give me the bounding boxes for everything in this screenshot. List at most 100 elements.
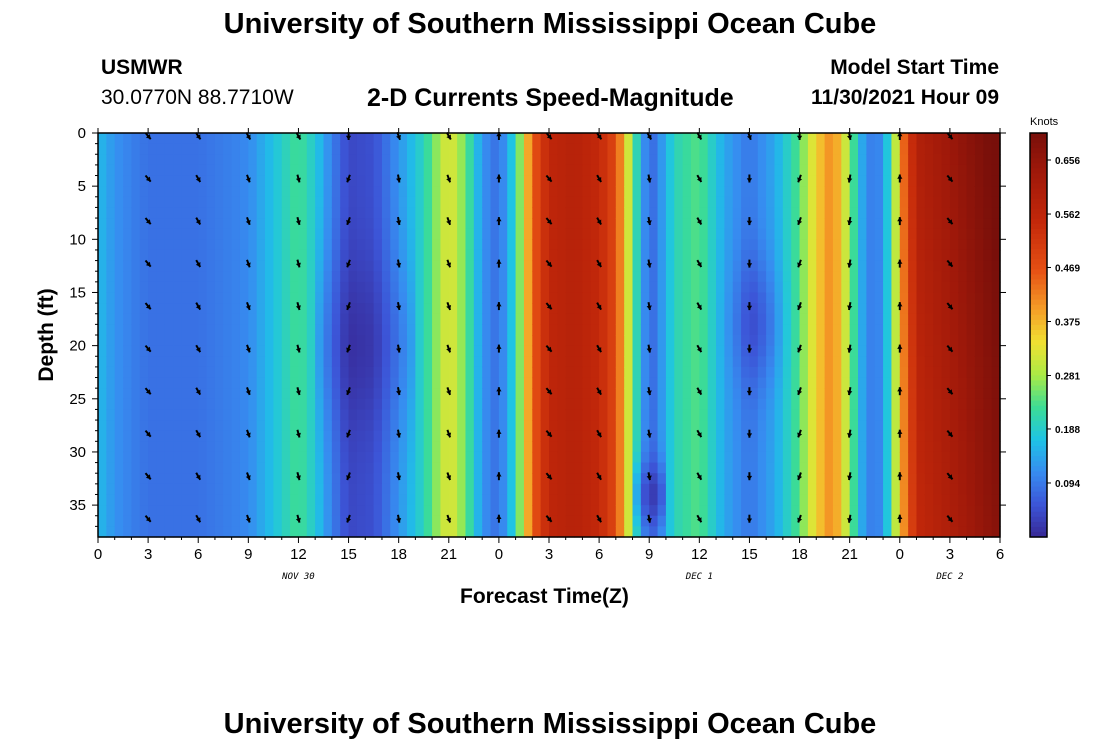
heat-cell [523, 473, 533, 485]
heat-cell [682, 218, 692, 230]
heat-cell [966, 207, 976, 219]
heat-cell [348, 462, 358, 474]
heat-cell [816, 462, 826, 474]
heat-cell [432, 218, 442, 230]
arrow-head [696, 347, 702, 353]
heat-cell [223, 462, 233, 474]
heat-cell [365, 324, 375, 336]
heat-cell [490, 526, 500, 538]
heat-cell [498, 292, 508, 304]
heat-cell [465, 207, 475, 219]
heat-cell [665, 271, 675, 283]
heat-cell [849, 473, 859, 485]
heat-cell [523, 420, 533, 432]
heat-cell [181, 335, 191, 347]
heat-cell [724, 462, 734, 474]
heat-cell [306, 398, 316, 411]
heat-cell [665, 239, 675, 251]
heat-cell [331, 228, 341, 240]
heat-cell [866, 133, 876, 145]
heat-cell [164, 260, 174, 272]
heat-cell [173, 377, 183, 389]
arrow-head [696, 304, 702, 310]
colorbar-tick-label: 0.094 [1055, 479, 1080, 490]
heat-cell [348, 164, 358, 177]
heat-cell [632, 462, 642, 474]
heat-cell [365, 430, 375, 442]
heat-cell [482, 345, 492, 357]
heat-cell [465, 494, 475, 506]
heat-cell [557, 366, 567, 379]
heat-cell [991, 462, 1001, 474]
heat-cell [991, 441, 1001, 453]
heat-cell [674, 345, 684, 357]
heat-cell [983, 451, 993, 464]
heat-cell [239, 324, 249, 336]
heat-cell [164, 143, 174, 155]
heat-cell [615, 430, 625, 442]
heat-cell [273, 505, 283, 517]
heat-cell [415, 366, 425, 379]
heat-cell [356, 239, 366, 251]
heat-cell [757, 505, 767, 517]
heat-cell [465, 473, 475, 485]
heat-cell [381, 281, 391, 294]
heat-cell [958, 494, 968, 506]
heat-cell [590, 143, 600, 155]
heat-cell [983, 494, 993, 506]
heat-cell [306, 420, 316, 432]
heat-cell [707, 441, 717, 453]
heat-cell [273, 281, 283, 294]
heat-cell [766, 260, 776, 272]
heat-cell [482, 260, 492, 272]
heat-cell [891, 249, 901, 262]
heat-cell [549, 228, 558, 240]
heat-cell [465, 377, 475, 389]
heat-cell [858, 303, 867, 315]
heat-cell [757, 335, 767, 347]
heat-cell [423, 218, 433, 230]
heat-cell [265, 186, 274, 198]
heat-cell [607, 239, 617, 251]
heat-cell [858, 292, 867, 304]
heat-cell [214, 451, 224, 464]
heat-cell [649, 335, 659, 347]
heat-cell [824, 154, 834, 166]
heat-cell [707, 526, 717, 538]
heat-cell [407, 430, 416, 442]
heat-cell [473, 239, 483, 251]
y-tick-label: 15 [69, 284, 86, 301]
heat-cell [231, 324, 241, 336]
heat-cell [407, 366, 416, 379]
heat-cell [381, 494, 391, 506]
heat-cell [657, 441, 667, 453]
heat-cell [265, 335, 274, 347]
heat-cell [323, 420, 333, 432]
heat-cell [858, 249, 867, 262]
heat-cell [557, 186, 567, 198]
heat-cell [782, 207, 792, 219]
arrow-head [596, 517, 602, 523]
heat-cell [615, 335, 625, 347]
heat-cell [941, 303, 951, 315]
heat-cell [958, 249, 968, 262]
heat-cell [874, 133, 884, 145]
heat-cell [657, 356, 667, 368]
heat-cell [139, 228, 149, 240]
heat-cell [849, 505, 859, 517]
heat-cell [749, 324, 759, 336]
heat-cell [816, 483, 826, 496]
heat-cell [164, 377, 174, 389]
heat-cell [390, 441, 400, 453]
heat-cell [256, 526, 266, 538]
heat-cell [899, 366, 909, 379]
heat-cell [106, 462, 116, 474]
heat-cell [757, 356, 767, 368]
heat-cell [574, 249, 584, 262]
heat-cell [674, 260, 684, 272]
heat-cell [782, 356, 792, 368]
heat-cell [757, 420, 767, 432]
heat-cell [832, 281, 842, 294]
heat-cell [607, 175, 617, 187]
arrow-head [446, 517, 452, 523]
